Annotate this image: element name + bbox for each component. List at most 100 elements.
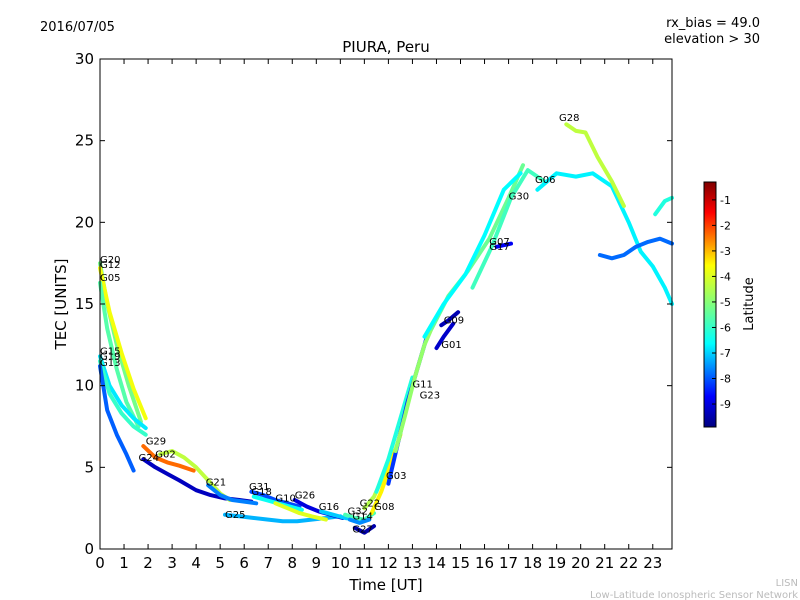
sat-label-g16: G16 [319,502,339,513]
colorbar-tick-label-7: -7 [720,347,731,360]
series-g32-16 [343,511,376,522]
x-axis-label: Time [UT] [348,576,422,594]
sat-label-g19: G19 [100,352,120,363]
colorbar-tick-label-3: -3 [720,245,731,258]
sat-label-g12: G12 [100,260,120,271]
colorbar-tick-label-5: -5 [720,296,731,309]
y-axis-ticks: 0 5 10 15 20 25 30 [75,50,672,558]
sat-label-g29: G29 [146,437,166,448]
colorbar-ticks: -1 -2 -3 -4 -5 -6 -7 -8 -9 [712,194,731,411]
sat-label-g24: G24 [139,453,159,464]
series-g10-13 [273,501,328,522]
sat-label-g10: G10 [275,494,295,505]
series-g23-23 [393,315,439,453]
y-tick-label-10: 10 [75,377,94,395]
sat-label-g25: G25 [225,510,245,521]
series-g06-29 [470,168,547,290]
sat-label-g01: G01 [441,340,461,351]
footer-lisn: LISN [776,578,798,589]
sat-label-g18: G18 [251,487,271,498]
colorbar-tick-label-2: -2 [720,219,731,232]
chart-title: PIURA, Peru [342,38,429,56]
sat-label-g27: G27 [352,525,372,536]
sat-label-g26: G26 [295,490,315,501]
x-tick-label-20: 20 [571,554,590,572]
x-tick-label-0: 0 [95,554,105,572]
sat-label-g05: G05 [100,273,120,284]
colorbar-tick-label-6: -6 [720,321,731,334]
series-g28-33 [653,195,674,217]
series-g27-18 [352,524,376,535]
series-g09-24 [439,310,461,328]
x-tick-label-21: 21 [595,554,614,572]
series-g19-4 [98,359,148,437]
sat-label-g22: G22 [360,499,380,510]
x-tick-label-3: 3 [167,554,177,572]
y-tick-label-0: 0 [84,540,94,558]
x-tick-label-19: 19 [547,554,566,572]
series-g21-9 [206,483,259,506]
sat-label-g20: G20 [100,255,120,266]
series-g28-32 [597,236,674,261]
series-g07-26 [494,241,513,249]
x-tick-label-12: 12 [379,554,398,572]
sat-label-g13: G13 [100,358,120,369]
sat-label-g11: G11 [412,379,432,390]
series-g13-5 [98,364,136,473]
sat-label-g03: G03 [386,471,406,482]
sat-label-g30: G30 [509,192,529,203]
x-tick-label-7: 7 [263,554,273,572]
x-tick-label-15: 15 [451,554,470,572]
series-g14-17 [347,517,372,525]
y-axis-label: TEC [UNITS] [52,259,70,351]
x-tick-label-5: 5 [215,554,225,572]
y-tick-label-20: 20 [75,213,94,231]
sat-label-g17: G17 [489,242,509,253]
rx-bias-label: rx_bias = 49.0 [666,16,760,31]
colorbar-tick-label-9: -9 [720,398,731,411]
x-tick-label-6: 6 [239,554,249,572]
colorbar-tick-label-1: -1 [720,194,731,207]
sat-label-g32: G32 [348,507,368,518]
y-tick-label-30: 30 [75,50,94,68]
series-layer [98,122,674,535]
colorbar-label: Latitude [742,277,757,331]
x-tick-label-9: 9 [312,554,322,572]
series-g28-31 [564,122,626,208]
x-tick-label-11: 11 [355,554,374,572]
x-tick-label-10: 10 [331,554,350,572]
sat-label-g21: G21 [206,477,226,488]
colorbar-tick-label-8: -8 [720,373,731,386]
sat-label-g02: G02 [155,450,175,461]
sat-label-g07: G07 [489,237,509,248]
colorbar-tick-label-4: -4 [720,270,731,283]
y-tick-label-15: 15 [75,295,94,313]
series-g01-25 [434,321,456,351]
x-tick-label-13: 13 [403,554,422,572]
elevation-label: elevation > 30 [664,32,760,47]
footer-network: Low-Latitude Ionospheric Sensor Network [590,590,798,600]
sat-label-g23: G23 [420,391,440,402]
series-g05-2 [98,280,141,429]
sat-label-g09: G09 [444,316,464,327]
series-g31-11 [249,489,302,509]
sat-label-g06: G06 [535,175,555,186]
y-tick-label-25: 25 [75,132,94,150]
date-label: 2016/07/05 [40,20,115,35]
x-tick-label-22: 22 [619,554,638,572]
sat-label-g08: G08 [374,502,394,513]
x-tick-label-18: 18 [523,554,542,572]
x-tick-label-8: 8 [287,554,297,572]
colorbar [703,181,717,428]
x-tick-label-17: 17 [499,554,518,572]
sat-label-g14: G14 [352,512,372,523]
x-tick-label-2: 2 [143,554,153,572]
series-g12-1 [98,266,148,421]
x-tick-label-4: 4 [191,554,201,572]
sat-label-g31: G31 [249,482,269,493]
series-g28-30 [535,171,674,306]
x-tick-label-23: 23 [643,554,662,572]
series-g24-7 [141,457,254,504]
